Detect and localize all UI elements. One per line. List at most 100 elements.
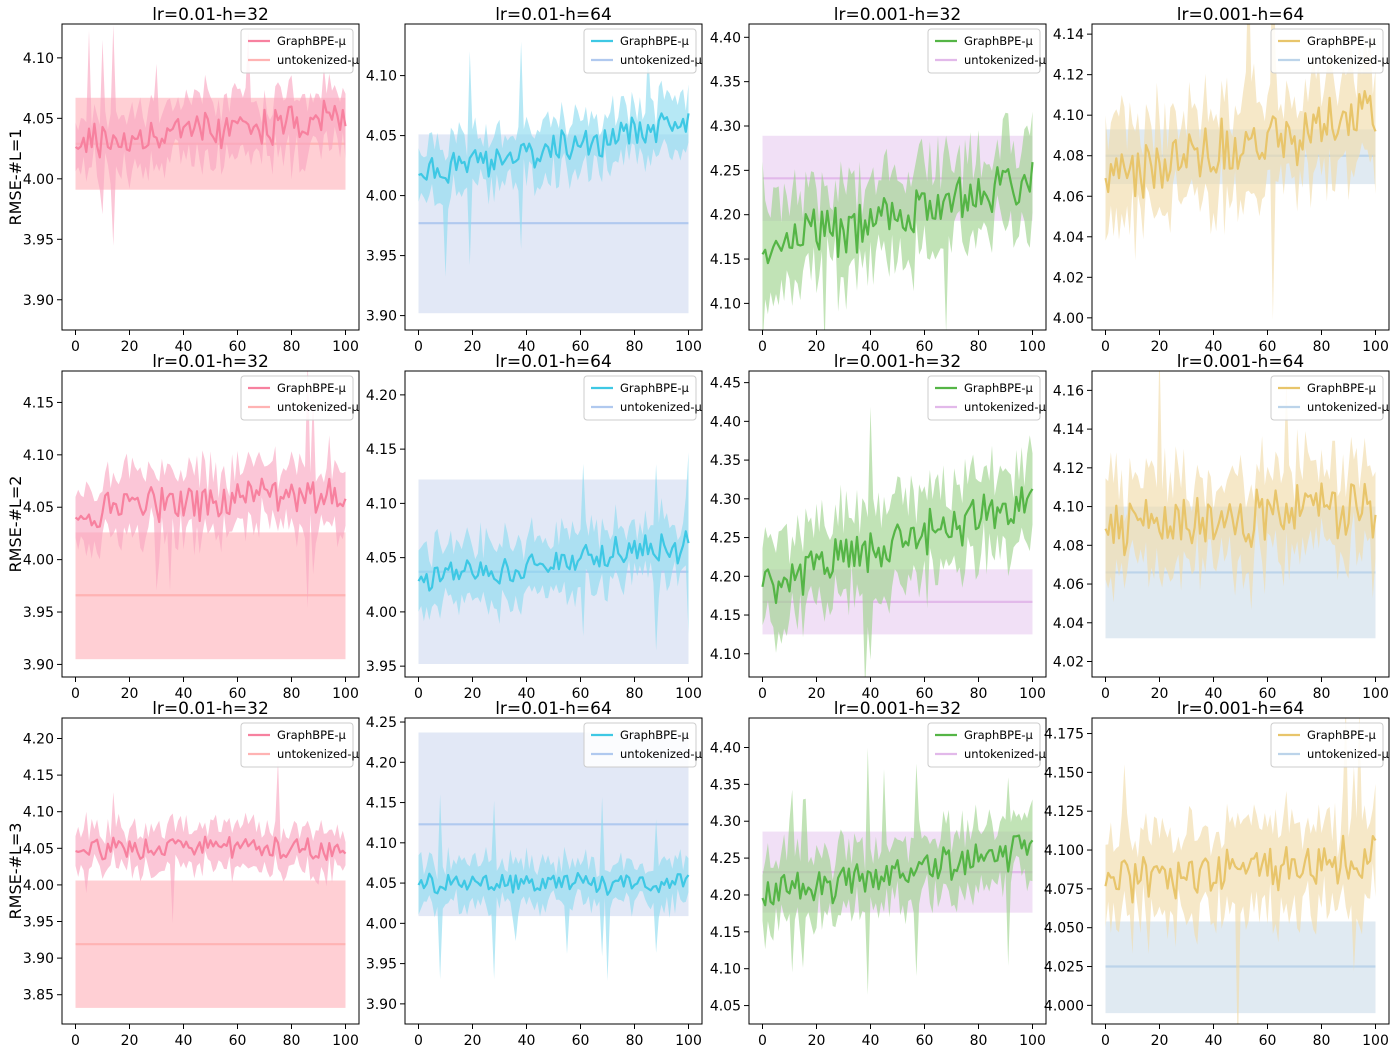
legend: GraphBPE-μ untokenized-μ — [583, 28, 702, 74]
y-tick-label: 4.12 — [1053, 68, 1084, 84]
y-tick-label: 4.04 — [1053, 616, 1084, 632]
y-tick-label: 3.95 — [366, 249, 397, 265]
legend: GraphBPE-μ untokenized-μ — [240, 28, 359, 74]
x-tick-label: 20 — [464, 339, 482, 355]
y-tick-label: 4.075 — [1044, 882, 1084, 898]
legend-label-baseline: untokenized-μ — [620, 747, 702, 761]
plot-frame — [1091, 23, 1390, 331]
series-line — [74, 477, 347, 529]
y-tick-label: 4.10 — [23, 51, 54, 67]
legend-label-series: GraphBPE-μ — [620, 34, 690, 48]
y-tick-label: 4.05 — [366, 876, 397, 892]
x-tick-label: 60 — [229, 686, 247, 702]
x-tick-label: 40 — [175, 339, 193, 355]
plot-frame — [748, 717, 1047, 1025]
y-tick-label: 4.40 — [710, 414, 741, 430]
row-label: RMSE-#L=2 — [6, 476, 25, 573]
legend: GraphBPE-μ untokenized-μ — [240, 722, 359, 768]
y-tick-label: 3.90 — [23, 951, 54, 967]
plot-area — [74, 24, 347, 246]
y-tick-label: 4.150 — [1044, 765, 1084, 781]
y-tick-label: 4.05 — [23, 111, 54, 127]
chart-title: lr=0.001-h=64 — [1177, 5, 1304, 25]
plot-frame — [404, 370, 703, 678]
y-tick-label: 3.90 — [23, 293, 54, 309]
x-tick-label: 40 — [518, 1033, 536, 1049]
y-tick-label: 4.20 — [23, 731, 54, 747]
y-tick-label: 4.15 — [366, 796, 397, 812]
x-tick-label: 0 — [71, 339, 80, 355]
series-line — [75, 835, 347, 861]
x-tick-label: 20 — [121, 1033, 139, 1049]
y-tick-label: 3.95 — [23, 915, 54, 931]
x-tick-label: 40 — [518, 339, 536, 355]
series-line — [418, 112, 690, 184]
y-tick-label: 4.14 — [1053, 422, 1084, 438]
chart-title: lr=0.001-h=32 — [834, 5, 961, 25]
y-tick-label: 4.10 — [710, 962, 741, 978]
x-tick-label: 20 — [464, 1033, 482, 1049]
x-tick-label: 40 — [862, 686, 880, 702]
y-tick-label: 4.00 — [23, 878, 54, 894]
chart-title: lr=0.01-h=32 — [152, 352, 269, 372]
chart-title: lr=0.01-h=32 — [152, 699, 269, 719]
x-tick-label: 80 — [283, 686, 301, 702]
x-tick-label: 20 — [1151, 686, 1169, 702]
x-tick-label: 0 — [414, 686, 423, 702]
legend-label-series: GraphBPE-μ — [964, 381, 1034, 395]
subplot-3-2: lr=0.01-h=64 0 20 40 60 80 100 3.90 3.95 4.00 4.05… — [366, 699, 703, 1049]
plot-area — [74, 371, 347, 660]
y-tick-label: 4.35 — [710, 75, 741, 91]
y-tick-label: 3.85 — [23, 988, 54, 1004]
x-tick-label: 100 — [332, 1033, 359, 1049]
series-line — [1104, 89, 1377, 199]
plot-frame — [61, 23, 360, 331]
row-label: RMSE-#L=3 — [6, 823, 25, 920]
x-tick-label: 20 — [808, 339, 826, 355]
x-tick-label: 20 — [808, 1033, 826, 1049]
x-tick-label: 80 — [970, 686, 988, 702]
series-band — [762, 406, 1033, 677]
x-tick-label: 40 — [175, 686, 193, 702]
x-tick-label: 100 — [1019, 1033, 1046, 1049]
series-line — [417, 871, 690, 896]
series-line — [1104, 834, 1377, 904]
x-tick-label: 60 — [916, 339, 934, 355]
chart-title: lr=0.01-h=32 — [152, 5, 269, 25]
y-tick-label: 4.00 — [1053, 311, 1084, 327]
legend-label-baseline: untokenized-μ — [277, 747, 359, 761]
legend: GraphBPE-μ untokenized-μ — [1270, 28, 1389, 74]
plot-area — [1104, 24, 1377, 320]
legend: GraphBPE-μ untokenized-μ — [1270, 722, 1389, 768]
legend-label-series: GraphBPE-μ — [620, 728, 690, 742]
series-band — [1105, 371, 1376, 610]
y-tick-label: 4.10 — [1053, 500, 1084, 516]
y-tick-label: 4.20 — [366, 388, 397, 404]
plot-area — [418, 41, 690, 314]
x-tick-label: 40 — [862, 339, 880, 355]
series-band — [1105, 24, 1376, 320]
x-tick-label: 60 — [229, 1033, 247, 1049]
legend-label-series: GraphBPE-μ — [964, 34, 1034, 48]
series-band — [75, 24, 346, 246]
legend: GraphBPE-μ untokenized-μ — [927, 375, 1046, 421]
y-tick-label: 4.05 — [366, 551, 397, 567]
y-tick-label: 4.30 — [710, 492, 741, 508]
y-tick-label: 4.25 — [710, 851, 741, 867]
y-tick-label: 4.25 — [710, 531, 741, 547]
x-tick-label: 60 — [229, 339, 247, 355]
legend-label-baseline: untokenized-μ — [964, 53, 1046, 67]
legend-label-baseline: untokenized-μ — [1307, 53, 1389, 67]
x-tick-label: 100 — [675, 339, 702, 355]
legend-label-series: GraphBPE-μ — [964, 728, 1034, 742]
y-tick-label: 4.35 — [710, 777, 741, 793]
legend-label-series: GraphBPE-μ — [277, 381, 347, 395]
y-tick-label: 4.02 — [1053, 270, 1084, 286]
subplot-2-2: lr=0.01-h=64 0 20 40 60 80 100 3.95 4.00 4.05 4.10… — [366, 352, 703, 702]
y-tick-label: 4.40 — [710, 740, 741, 756]
x-tick-label: 0 — [71, 1033, 80, 1049]
y-tick-label: 4.00 — [366, 605, 397, 621]
plot-frame — [61, 370, 360, 678]
x-tick-label: 100 — [1362, 1033, 1389, 1049]
